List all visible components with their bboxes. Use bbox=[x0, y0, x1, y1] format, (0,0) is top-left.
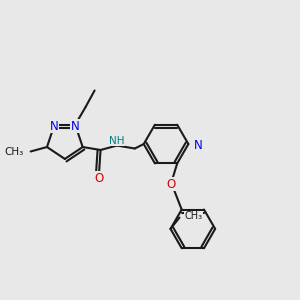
Text: NH: NH bbox=[109, 136, 125, 146]
Text: O: O bbox=[167, 178, 176, 191]
Text: N: N bbox=[194, 139, 203, 152]
Text: N: N bbox=[71, 120, 80, 133]
Text: N: N bbox=[50, 120, 59, 133]
Text: CH₃: CH₃ bbox=[4, 148, 23, 158]
Text: CH₃: CH₃ bbox=[185, 211, 203, 221]
Text: O: O bbox=[94, 172, 104, 185]
